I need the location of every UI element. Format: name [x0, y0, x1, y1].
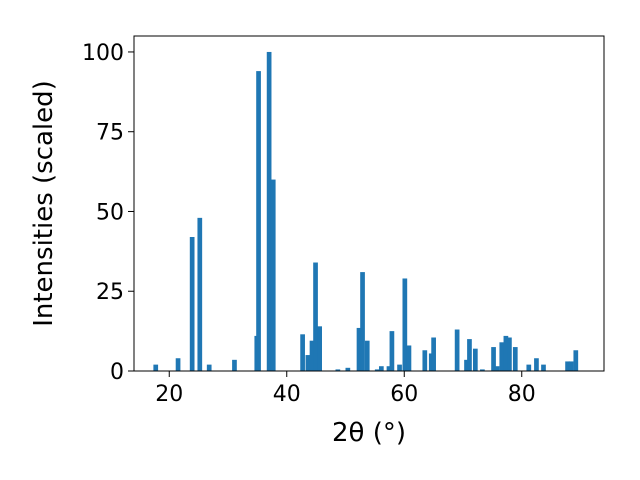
bar	[232, 359, 237, 371]
bar	[573, 350, 579, 371]
bar	[422, 350, 428, 371]
bar	[197, 217, 203, 371]
bar	[541, 364, 546, 371]
x-tick-label: 20	[155, 382, 183, 407]
x-tick-label: 40	[273, 382, 301, 407]
bar	[317, 326, 322, 371]
bar	[189, 237, 195, 371]
bar	[397, 364, 402, 371]
bar	[464, 359, 469, 371]
y-axis-label: Intensities (scaled)	[29, 80, 59, 327]
y-axis: 0 25 50 75 100	[82, 41, 134, 385]
bar	[360, 272, 365, 371]
y-tick-label: 50	[96, 200, 124, 225]
bar	[526, 364, 532, 371]
bar	[472, 348, 478, 371]
bar	[480, 369, 485, 371]
bar	[266, 51, 272, 371]
x-axis-label: 2θ (°)	[332, 418, 406, 448]
bar	[512, 347, 518, 371]
y-tick-label: 25	[96, 280, 124, 305]
bar	[431, 337, 436, 371]
bar	[454, 329, 460, 371]
x-tick-label: 80	[508, 382, 536, 407]
bar	[206, 364, 212, 371]
bar	[402, 278, 408, 371]
bar	[364, 340, 370, 371]
bar	[256, 71, 261, 371]
bar	[389, 331, 395, 371]
bar	[153, 364, 159, 371]
bar	[305, 355, 311, 371]
y-tick-label: 100	[82, 41, 124, 66]
bar	[309, 340, 315, 371]
bar	[494, 366, 500, 371]
x-tick-label: 60	[390, 382, 418, 407]
bar	[565, 361, 570, 371]
bar	[406, 345, 412, 371]
y-tick-label: 75	[96, 121, 124, 146]
bar	[503, 335, 509, 371]
bar	[335, 369, 341, 371]
bar	[534, 358, 539, 371]
bar	[175, 358, 181, 371]
bar	[313, 262, 318, 371]
bar	[378, 366, 384, 371]
x-axis: 20 40 60 80	[155, 371, 536, 407]
bar	[467, 339, 472, 371]
y-tick-label: 0	[110, 360, 124, 385]
bars	[153, 51, 579, 371]
plot-frame	[133, 35, 605, 372]
bar	[386, 366, 392, 371]
bar	[507, 337, 512, 371]
bar	[499, 342, 505, 371]
bar	[491, 347, 496, 371]
bar	[345, 367, 351, 371]
bar	[356, 327, 362, 371]
bar	[270, 179, 276, 371]
bar	[374, 369, 380, 371]
bar	[300, 334, 305, 371]
bar	[568, 361, 574, 371]
